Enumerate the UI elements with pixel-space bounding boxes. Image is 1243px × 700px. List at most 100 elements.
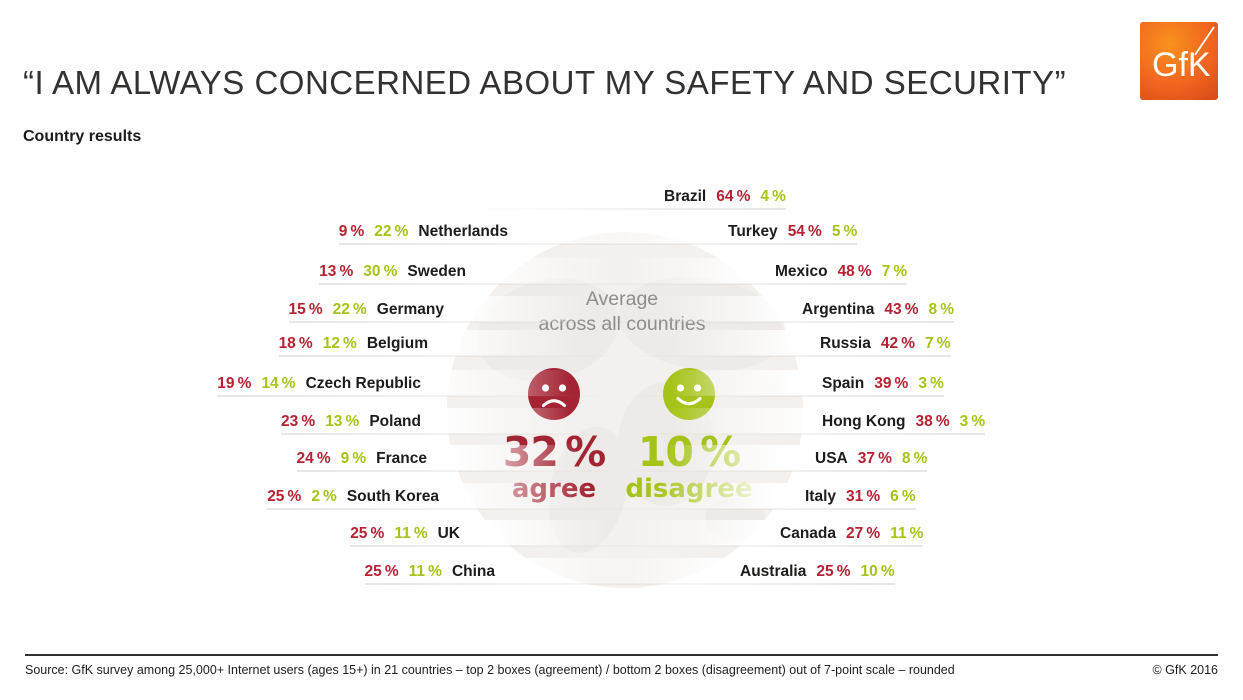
country-row-south-korea: 25 % 2 % South Korea <box>257 483 639 510</box>
country-name: Sweden <box>407 263 466 280</box>
country-name: Russia <box>820 335 871 352</box>
country-name: Australia <box>740 563 807 580</box>
country-row-italy: Italy 31 % 6 % <box>605 483 926 510</box>
disagree-pct: 3 % <box>959 413 986 430</box>
country-row-germany: 15 % 22 % Germany <box>278 296 644 323</box>
country-name: UK <box>437 525 460 542</box>
country-name: USA <box>815 450 848 467</box>
disagree-pct: 2 % <box>311 488 337 505</box>
country-row-canada: Canada 27 % 11 % <box>580 520 934 547</box>
agree-pct: 42 % <box>880 335 915 352</box>
row-leader-line <box>338 243 708 245</box>
row-leader-line <box>319 283 666 285</box>
row-leader-line <box>278 355 628 357</box>
agree-pct: 13 % <box>319 263 354 280</box>
disagree-pct: 7 % <box>924 335 951 352</box>
average-heading-line1: Average <box>585 288 659 310</box>
agree-pct: 54 % <box>787 223 822 240</box>
country-row-sweden: 13 % 30 % Sweden <box>309 258 666 285</box>
agree-pct: 31 % <box>846 488 881 505</box>
page-title: “I AM ALWAYS CONCERNED ABOUT MY SAFETY A… <box>23 64 1067 101</box>
footer-source-text: Source: GfK survey among 25,000+ Interne… <box>25 663 955 677</box>
disagree-pct: 7 % <box>881 263 908 280</box>
country-name: Germany <box>376 301 444 318</box>
country-name: France <box>376 450 427 467</box>
row-leader-line <box>605 508 916 510</box>
row-leader-line <box>620 355 951 357</box>
logo-text: GfK <box>1152 46 1211 84</box>
country-name: Turkey <box>728 223 778 240</box>
agree-pct: 24 % <box>296 450 331 467</box>
country-name: Netherlands <box>418 223 508 240</box>
country-row-belgium: 18 % 12 % Belgium <box>268 330 628 357</box>
country-name: Poland <box>369 413 421 430</box>
row-leader-line <box>575 283 908 285</box>
country-row-brazil: Brazil 64 % 4 % <box>464 183 796 210</box>
country-row-russia: Russia 42 % 7 % <box>620 330 960 357</box>
country-row-mexico: Mexico 48 % 7 % <box>575 258 918 285</box>
country-row-netherlands: 9 % 22 % Netherlands <box>328 218 708 245</box>
agree-pct: 37 % <box>857 450 892 467</box>
disagree-pct: 8 % <box>928 301 954 318</box>
agree-pct: 15 % <box>288 301 323 318</box>
disagree-pct: 22 % <box>374 223 409 240</box>
disagree-pct: 30 % <box>363 263 398 280</box>
page-subtitle: Country results <box>23 128 142 145</box>
agree-pct: 27 % <box>846 525 881 542</box>
country-name: Argentina <box>802 301 875 318</box>
row-leader-line <box>615 470 928 472</box>
agree-pct: 48 % <box>837 263 872 280</box>
disagree-pct: 13 % <box>325 413 360 430</box>
country-row-uk: 25 % 11 % UK <box>340 520 660 547</box>
disagree-pct: 11 % <box>394 525 428 542</box>
country-name: Czech Republic <box>305 375 421 392</box>
agree-pct: 64 % <box>716 188 751 205</box>
country-row-china: 25 % 11 % China <box>354 558 695 585</box>
disagree-pct: 3 % <box>918 375 944 392</box>
row-leader-line <box>602 321 954 323</box>
logo-diagonal-line <box>1194 26 1215 56</box>
disagree-pct: 11 % <box>890 525 924 542</box>
agree-pct: 19 % <box>217 375 252 392</box>
country-row-poland: 23 % 13 % Poland <box>271 408 621 435</box>
country-name: Canada <box>780 525 836 542</box>
footer-copyright: © GfK 2016 <box>1152 663 1219 677</box>
agree-pct: 38 % <box>915 413 950 430</box>
disagree-pct: 22 % <box>332 301 367 318</box>
row-leader-line <box>540 583 895 585</box>
row-leader-line <box>281 433 621 435</box>
disagree-pct: 10 % <box>860 563 895 580</box>
country-row-usa: USA 37 % 8 % <box>615 445 938 472</box>
disagree-pct: 12 % <box>322 335 357 352</box>
country-name: Belgium <box>366 335 428 352</box>
disagree-pct: 8 % <box>901 450 928 467</box>
disagree-pct: 6 % <box>890 488 916 505</box>
country-row-turkey: Turkey 54 % 5 % <box>528 218 868 245</box>
agree-pct: 25 % <box>364 563 399 580</box>
country-row-hong-kong: Hong Kong 38 % 3 % <box>622 408 996 435</box>
country-name: Spain <box>822 375 865 392</box>
country-name: South Korea <box>346 488 439 505</box>
disagree-pct: 11 % <box>408 563 442 580</box>
row-leader-line <box>528 243 858 245</box>
country-row-argentina: Argentina 43 % 8 % <box>602 296 964 323</box>
row-leader-line <box>267 508 639 510</box>
country-name: Italy <box>805 488 837 505</box>
country-row-czech-republic: 19 % 14 % Czech Republic <box>207 370 621 397</box>
agree-pct: 23 % <box>281 413 316 430</box>
agree-pct: 39 % <box>874 375 909 392</box>
disagree-pct: 5 % <box>831 223 858 240</box>
footer-divider <box>25 654 1218 656</box>
agree-pct: 43 % <box>884 301 919 318</box>
country-name: Mexico <box>775 263 828 280</box>
row-leader-line <box>350 545 660 547</box>
disagree-pct: 14 % <box>261 375 296 392</box>
disagree-pct: 4 % <box>760 188 786 205</box>
row-leader-line <box>464 208 786 210</box>
agree-pct: 18 % <box>278 335 313 352</box>
country-name: Brazil <box>664 188 707 205</box>
disagree-pct: 9 % <box>340 450 367 467</box>
agree-pct: 25 % <box>350 525 385 542</box>
row-leader-line <box>622 395 944 397</box>
